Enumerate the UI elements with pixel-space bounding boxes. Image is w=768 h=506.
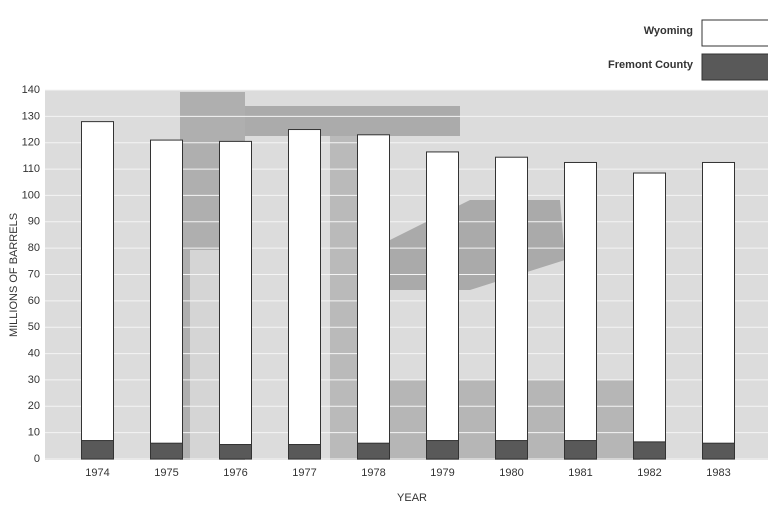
bar [219, 140, 252, 460]
y-tick-label: 140 [22, 84, 40, 96]
bar [426, 440, 459, 460]
bar [426, 151, 459, 460]
bar [288, 129, 321, 460]
bar [81, 121, 114, 460]
y-tick-label: 0 [34, 453, 40, 465]
y-tick-label: 90 [28, 216, 40, 228]
y-tick-label: 130 [22, 110, 40, 122]
y-tick-label: 110 [22, 163, 40, 175]
bar [150, 442, 183, 460]
bar [288, 444, 321, 460]
legend-label: Fremont County [608, 59, 694, 71]
x-tick-label: 1978 [361, 467, 385, 479]
bar [564, 440, 597, 460]
y-tick-label: 100 [22, 189, 40, 201]
x-tick-label: 1982 [637, 467, 661, 479]
bar [633, 441, 666, 460]
y-tick-label: 20 [28, 400, 40, 412]
bar [702, 442, 735, 460]
x-tick-label: 1980 [499, 467, 523, 479]
bar [81, 440, 114, 460]
y-tick-label: 80 [28, 242, 40, 254]
bar [357, 442, 390, 460]
x-tick-label: 1977 [292, 467, 316, 479]
y-tick-label: 70 [28, 268, 40, 280]
x-tick-label: 1981 [568, 467, 592, 479]
y-tick-label: 30 [28, 374, 40, 386]
bar [150, 139, 183, 460]
legend-swatch [701, 53, 768, 81]
bar [357, 134, 390, 460]
y-tick-label: 60 [28, 295, 40, 307]
bar [633, 172, 666, 460]
bar [564, 161, 597, 460]
x-axis-title: YEAR [397, 492, 427, 504]
y-tick-label: 50 [28, 321, 40, 333]
y-tick-label: 120 [22, 137, 40, 149]
x-tick-label: 1979 [430, 467, 454, 479]
x-tick-label: 1983 [706, 467, 730, 479]
x-tick-label: 1974 [85, 467, 109, 479]
legend-swatch [701, 19, 768, 47]
y-tick-label: 10 [28, 427, 40, 439]
bar [219, 444, 252, 460]
y-axis-title: MILLIONS OF BARRELS [8, 213, 20, 337]
bar [702, 161, 735, 460]
x-tick-label: 1976 [223, 467, 247, 479]
legend-label: Wyoming [644, 25, 693, 37]
bar [495, 156, 528, 460]
x-tick-label: 1975 [154, 467, 178, 479]
bar [495, 440, 528, 460]
y-tick-label: 40 [28, 347, 40, 359]
